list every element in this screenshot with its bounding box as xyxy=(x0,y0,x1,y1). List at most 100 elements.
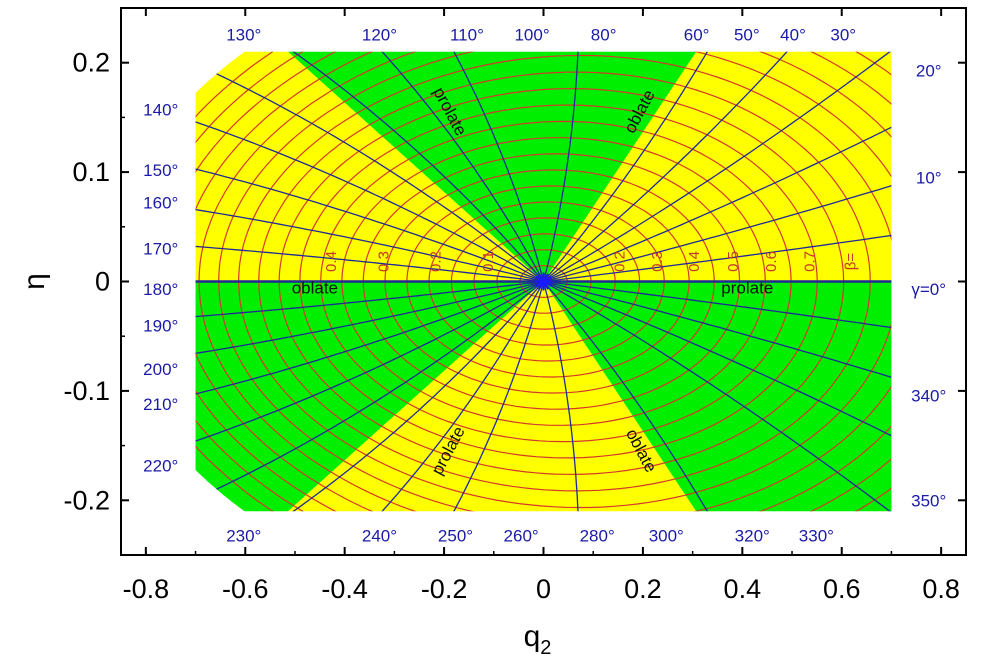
beta-label: 0.4 xyxy=(686,251,703,272)
region-oblate-1 xyxy=(288,51,697,282)
beta-label: 0.7 xyxy=(801,251,818,272)
gamma-label: 140° xyxy=(143,101,178,120)
gamma-ray-60 xyxy=(543,51,709,282)
x-tick-label: -0.8 xyxy=(123,574,170,604)
gamma-label: γ=0° xyxy=(911,280,946,299)
gamma-label: 110° xyxy=(450,25,484,44)
gamma-label: 210° xyxy=(143,395,178,414)
gamma-rays xyxy=(195,51,892,512)
gamma-label: 340° xyxy=(911,386,946,405)
beta-labels: 0.1 0.2 0.3 0.4 0.2 0.3 0.4 0.5 0.6 0.7 β= xyxy=(323,251,859,272)
beta-label: 0.1 xyxy=(480,251,497,272)
x-tick-label: 0.2 xyxy=(624,574,662,604)
gamma-label: 240° xyxy=(362,526,397,545)
gamma-ray-230 xyxy=(216,280,544,490)
beta-label: 0.3 xyxy=(375,251,392,272)
y-tick-label: -0.1 xyxy=(63,376,110,406)
gamma-label: 330° xyxy=(799,526,834,545)
region-prolate-2 xyxy=(195,51,544,282)
gamma-ray-200 xyxy=(195,280,544,355)
x-axis-title-sub: 2 xyxy=(540,637,551,659)
gamma-label: 80° xyxy=(591,25,617,44)
region-label-prolate: prolate xyxy=(721,279,773,298)
x-tick-label: 0.8 xyxy=(922,574,960,604)
x-tick-label: 0.6 xyxy=(823,574,861,604)
x-tick-label: -0.4 xyxy=(321,574,368,604)
gamma-ray-40 xyxy=(543,51,891,283)
gamma-ray-330 xyxy=(543,280,892,437)
region-prolate-0 xyxy=(543,51,892,282)
gamma-ray-10 xyxy=(543,234,892,283)
gamma-label: 130° xyxy=(226,25,261,44)
gamma-label: 200° xyxy=(143,360,178,379)
gamma-label: 30° xyxy=(830,25,856,44)
axis-ticks: -0.8 -0.6 -0.4 -0.2 0 0.2 0.4 0.6 0.8 0.2 0.1 0 -0.1… xyxy=(63,7,966,604)
gamma-label: 300° xyxy=(649,526,684,545)
gamma-label: 10° xyxy=(916,169,942,188)
shape-regions xyxy=(195,51,892,512)
gamma-ray-110 xyxy=(381,51,545,282)
gamma-ray-350 xyxy=(543,280,892,329)
gamma-ray-120 xyxy=(292,51,544,282)
y-tick-label: 0 xyxy=(95,267,110,297)
origin-star xyxy=(534,272,553,291)
gamma-label: 50° xyxy=(734,25,760,44)
gamma-ray-260 xyxy=(453,281,545,512)
gamma-ray-150 xyxy=(195,168,544,283)
gamma-label: 230° xyxy=(226,526,261,545)
x-tick-label: 0.4 xyxy=(724,574,762,604)
gamma-ray-170 xyxy=(195,245,544,283)
gamma-label: 150° xyxy=(143,161,178,180)
gamma-ray-250 xyxy=(381,281,545,512)
gamma-label: 320° xyxy=(735,526,770,545)
gamma-ray-20 xyxy=(543,185,892,283)
gamma-label: 160° xyxy=(143,194,178,213)
gamma-label: 170° xyxy=(143,240,178,259)
x-axis-title: q2 xyxy=(524,620,552,659)
gamma-label: 250° xyxy=(438,526,473,545)
region-label-oblate: oblate xyxy=(292,279,338,298)
gamma-ray-130 xyxy=(216,73,544,283)
gamma-label: 100° xyxy=(514,25,549,44)
origin-star-ray xyxy=(543,276,552,283)
gamma-label: 20° xyxy=(916,61,942,80)
gamma-label: 40° xyxy=(780,25,806,44)
gamma-ray-320 xyxy=(543,280,891,512)
beta-label: 0.6 xyxy=(763,251,780,272)
gamma-label: 190° xyxy=(143,316,178,335)
beta-label: 0.5 xyxy=(725,251,742,272)
gamma-ray-280 xyxy=(542,281,579,512)
gamma-ray-240 xyxy=(292,281,544,512)
y-axis-title: η xyxy=(18,273,51,290)
x-tick-label: -0.2 xyxy=(421,574,468,604)
gamma-labels: 130° 120° 110° 100° 80° 60° 50° 40° 30° 20° 10° γ=0… xyxy=(143,25,946,545)
gamma-ray-50 xyxy=(543,51,788,283)
region-prolate-4 xyxy=(288,281,697,512)
y-tick-label: -0.2 xyxy=(63,485,110,515)
gamma-ray-140 xyxy=(195,121,544,283)
gamma-label: 350° xyxy=(911,491,946,510)
gamma-ray-160 xyxy=(195,208,544,283)
x-axis-title-main: q xyxy=(524,620,541,653)
y-tick-label: 0.2 xyxy=(72,48,110,78)
gamma-ray-100 xyxy=(453,51,545,282)
gamma-label: 280° xyxy=(580,526,615,545)
gamma-label: 220° xyxy=(143,456,178,475)
beta-label: 0.4 xyxy=(323,251,340,272)
y-tick-label: 0.1 xyxy=(72,157,110,187)
region-oblate-5 xyxy=(543,281,892,512)
axis-titles: q2 η xyxy=(18,273,551,659)
gamma-ray-190 xyxy=(195,280,544,318)
x-tick-label: -0.6 xyxy=(222,574,269,604)
beta-label: 0.2 xyxy=(428,251,445,272)
gamma-label: 60° xyxy=(684,25,710,44)
gamma-ray-300 xyxy=(543,281,709,512)
gamma-ray-210 xyxy=(195,280,544,395)
gamma-ray-80 xyxy=(542,51,579,282)
gamma-ray-220 xyxy=(195,280,544,442)
gamma-label: 120° xyxy=(362,25,397,44)
gamma-label: 180° xyxy=(143,280,178,299)
region-oblate-3 xyxy=(195,281,544,512)
gamma-ray-340 xyxy=(543,280,892,378)
